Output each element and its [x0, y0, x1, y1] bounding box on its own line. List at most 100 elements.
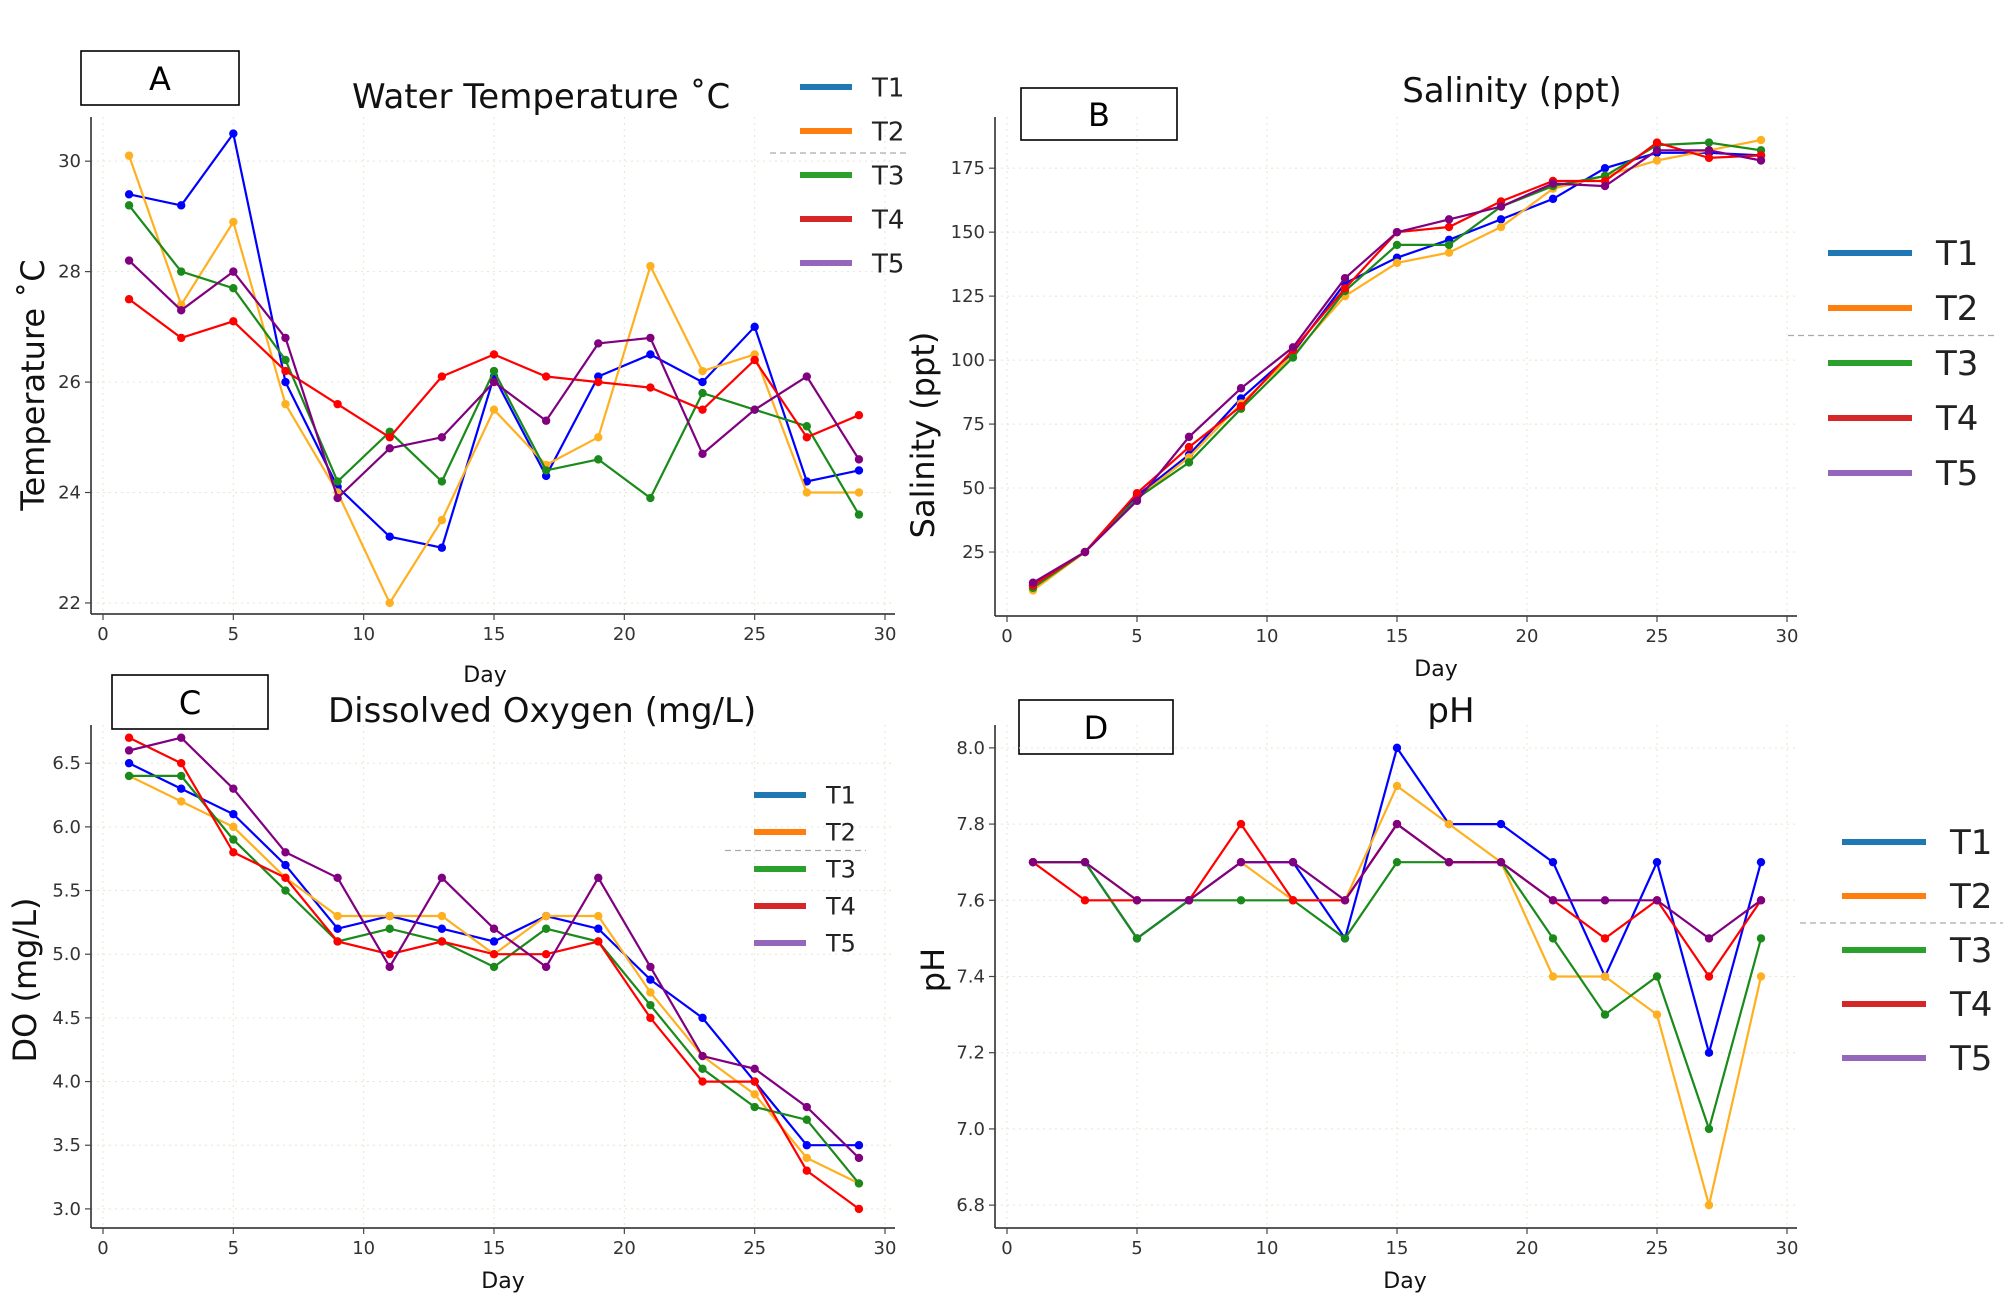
panel-c-point-t1-27 [802, 1141, 811, 1150]
panel-c-point-t3-1 [124, 771, 134, 781]
panel-c-point-t2-25 [750, 1090, 759, 1099]
panel-d-point-t5-5 [1132, 896, 1142, 905]
panel-d-xtick-label-30: 30 [1776, 1238, 1799, 1259]
panel-a-point-t3-7 [281, 355, 290, 365]
panel-d-point-t4-27 [1704, 972, 1714, 981]
panel-c-point-t3-11 [385, 924, 394, 933]
panel-a-point-t2-15 [489, 405, 499, 414]
panel-a-point-t5-21 [646, 333, 655, 343]
panel-d-point-t3-15 [1392, 857, 1402, 867]
panel-d-point-t3-9 [1236, 896, 1246, 905]
panel-d-point-t3-25 [1652, 972, 1662, 981]
panel-a-xtick-label-0: 0 [97, 624, 108, 645]
panel-c-point-t1-29 [854, 1141, 864, 1150]
panel-b-point-t2-29 [1756, 135, 1766, 145]
panel-c-ticks: 0 5 10 15 20 25 30 3.0 3.5 4.0 4.5 5.0 5.5 6.0 6.5 [52, 753, 896, 1259]
panel-b-xtick-label-30: 30 [1776, 626, 1799, 647]
panel-d-xtick-label-25: 25 [1646, 1238, 1669, 1259]
panel-b-point-t5-27 [1704, 146, 1714, 155]
panel-a-letter: A [149, 60, 171, 98]
panel-c-point-t2-3 [177, 797, 186, 806]
panel-c-ytick-label-6.5: 6.5 [52, 753, 81, 774]
panel-c-point-t2-5 [229, 822, 238, 832]
panel-a-water-temperature: A Water Temperature ˚C Day Temperature ˚… [14, 50, 910, 688]
panel-b-point-t5-9 [1236, 384, 1246, 393]
panel-a-legend: T1 T2 T3 T4 T5 [770, 73, 910, 279]
panel-d-ytick-label-8: 8.0 [956, 738, 985, 759]
panel-a-point-t5-17 [541, 416, 551, 425]
panel-c-point-t3-21 [646, 1000, 655, 1010]
panel-d-point-t3-27 [1704, 1124, 1714, 1134]
panel-b-xtick-label-25: 25 [1646, 626, 1669, 647]
panel-d-point-t2-29 [1756, 972, 1766, 981]
panel-a-legend-label-t4: T4 [871, 205, 904, 235]
panel-b-point-t2-19 [1496, 222, 1506, 232]
panel-a-point-t5-19 [594, 339, 603, 348]
panel-a-point-t4-11 [385, 433, 394, 442]
panel-c-point-t1-9 [333, 924, 342, 933]
panel-b-ylabel: Salinity (ppt) [904, 332, 942, 539]
panel-c-ytick-label-3: 3.0 [52, 1199, 81, 1220]
panel-d-point-t4-3 [1080, 896, 1090, 905]
panel-b-line-t5 [1032, 149, 1762, 584]
panel-c-point-t5-15 [489, 924, 499, 933]
panel-a-point-t4-13 [437, 372, 447, 381]
panel-b-point-t5-13 [1340, 274, 1350, 283]
panel-d-grid [995, 725, 1797, 1228]
panel-d-point-t1-21 [1548, 857, 1558, 867]
panel-a-point-t3-1 [124, 201, 134, 210]
panel-c-point-t4-3 [177, 759, 186, 768]
panel-c-point-t5-9 [333, 873, 342, 883]
panel-a-point-t5-1 [124, 256, 134, 265]
panel-d-ytick-label-7.4: 7.4 [956, 967, 985, 988]
panel-d-point-t5-13 [1340, 896, 1350, 905]
panel-b-xtick-label-5: 5 [1131, 626, 1142, 647]
panel-a-point-t4-1 [124, 295, 134, 304]
panel-b-point-t4-5 [1132, 488, 1142, 498]
panel-c-point-t5-17 [541, 962, 551, 972]
panel-c-point-t1-13 [437, 924, 447, 933]
panel-c-xlabel: Day [481, 1269, 524, 1294]
panel-b-point-t5-5 [1132, 496, 1142, 506]
panel-b-point-t3-15 [1392, 240, 1402, 250]
panel-a-point-t2-23 [698, 366, 707, 376]
panel-a-ytick-label-24: 24 [58, 483, 81, 504]
panel-c-point-t3-15 [489, 962, 499, 972]
panel-b-ytick-label-50: 50 [962, 478, 985, 499]
panel-c-point-t5-23 [698, 1051, 707, 1061]
panel-a-point-t2-5 [229, 217, 238, 227]
panel-a-point-t4-29 [854, 411, 864, 420]
panel-c-point-t5-5 [229, 784, 238, 793]
panel-d-point-t5-25 [1652, 896, 1662, 905]
panel-d-legend-label-t3: T3 [1949, 931, 1992, 971]
panel-b-legend-label-t3: T3 [1935, 344, 1978, 384]
panel-a-point-t3-5 [229, 283, 238, 293]
panel-c-xtick-label-0: 0 [97, 1238, 108, 1259]
panel-a-point-t3-27 [802, 422, 811, 431]
panel-a-ytick-label-26: 26 [58, 372, 81, 393]
panel-c-legend-label-t1: T1 [825, 782, 856, 810]
panel-b-point-t2-25 [1652, 156, 1662, 165]
panel-a-xtick-label-5: 5 [228, 624, 239, 645]
panel-d-point-t1-27 [1704, 1048, 1714, 1057]
panel-c-ytick-label-3.5: 3.5 [52, 1135, 81, 1156]
panel-c-point-t2-27 [802, 1153, 811, 1163]
panel-b-xtick-label-0: 0 [1001, 626, 1012, 647]
panel-a-point-t3-23 [698, 388, 707, 398]
panel-b-legend-label-t5: T5 [1935, 454, 1978, 494]
panel-a-point-t4-23 [698, 405, 707, 414]
panel-a-label-box [80, 50, 240, 106]
panel-c-point-t4-11 [385, 950, 394, 959]
panel-b-point-t5-3 [1080, 547, 1090, 557]
panel-d-letter: D [1084, 709, 1109, 747]
panel-c-point-t4-21 [646, 1013, 655, 1023]
panel-b-point-t2-17 [1444, 248, 1454, 257]
panel-a-point-t4-25 [750, 355, 759, 365]
panel-c-point-t2-19 [594, 911, 603, 921]
panel-c-point-t1-19 [594, 924, 603, 933]
panel-b-title: Salinity (ppt) [1402, 71, 1622, 111]
panel-a-point-t5-9 [333, 493, 342, 503]
panel-c-point-t3-25 [750, 1102, 759, 1112]
panel-d-xtick-label-0: 0 [1001, 1238, 1012, 1259]
panel-d-point-t5-11 [1288, 857, 1298, 867]
